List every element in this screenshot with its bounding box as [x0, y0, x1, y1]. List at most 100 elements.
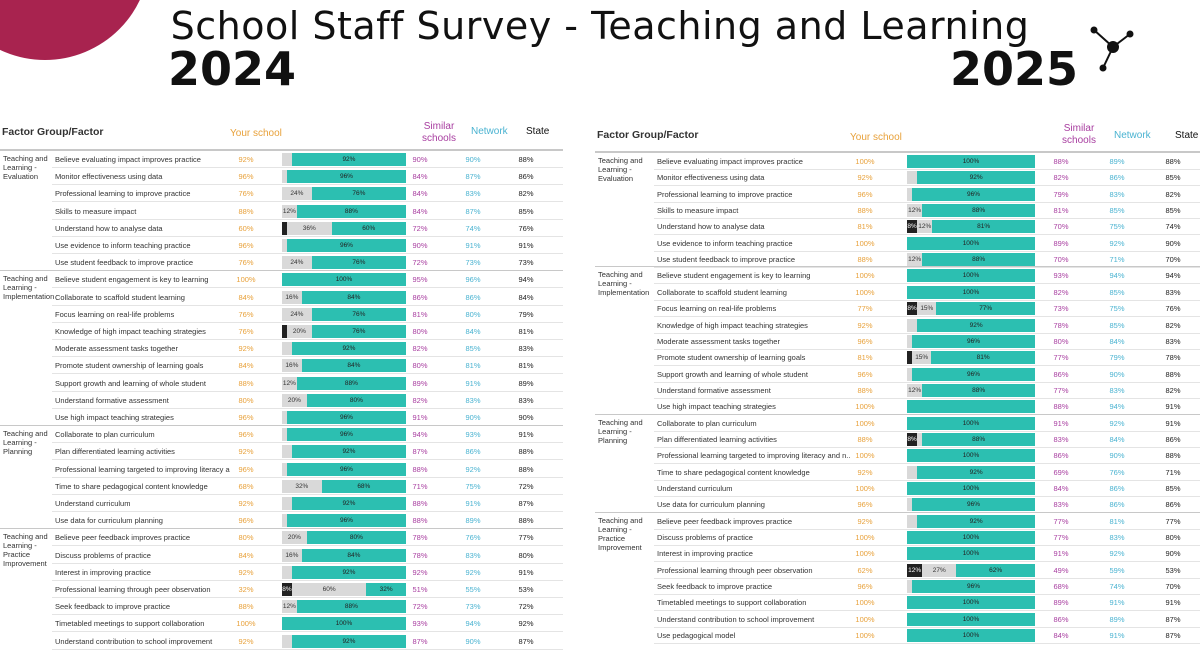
neutral-segment	[282, 170, 287, 184]
stacked-bar: 100%	[907, 269, 1035, 283]
similar-schools-value: 69%	[1053, 467, 1069, 477]
similar-schools-value: 95%	[412, 275, 428, 285]
row-divider	[654, 528, 1200, 530]
header-network: Network	[1114, 130, 1151, 141]
table-row: Collaborate to plan curriculum 100% 100% 91…	[595, 415, 1200, 432]
header-similar-line2: schools	[422, 133, 456, 144]
row-divider	[52, 321, 563, 323]
your-school-value: 80%	[238, 395, 254, 405]
neutral-segment: 24%	[282, 187, 312, 201]
similar-schools-value: 72%	[412, 258, 428, 268]
positive-segment: 76%	[311, 325, 406, 338]
similar-schools-value: 80%	[1053, 336, 1069, 346]
factor-label: Knowledge of high impact teaching strate…	[657, 320, 808, 330]
row-divider	[654, 479, 1200, 481]
similar-schools-value: 93%	[1053, 271, 1069, 281]
similar-schools-value: 73%	[1053, 304, 1069, 314]
table-row: Interest in improving practice 92% 92% 92% 9…	[0, 564, 563, 581]
table-row: Seek feedback to improve practice 88% 12% 8…	[0, 598, 563, 616]
network-value: 80%	[465, 309, 481, 319]
your-school-value: 92%	[238, 447, 254, 457]
factor-label: Understand contribution to school improv…	[657, 614, 815, 624]
network-value: 86%	[465, 447, 481, 457]
header-similar-schools: Similar schools	[1058, 123, 1100, 147]
similar-schools-value: 88%	[412, 499, 428, 508]
similar-schools-value: 72%	[412, 602, 428, 612]
state-value: 81%	[518, 327, 534, 336]
row-divider	[52, 562, 563, 564]
factor-label: Skills to measure impact	[657, 206, 739, 216]
positive-segment: 100%	[907, 449, 1035, 463]
neutral-segment	[907, 514, 918, 528]
negative-segment: 8%	[907, 432, 918, 446]
state-value: 88%	[518, 464, 534, 474]
factor-label: Promote student ownership of learning go…	[657, 353, 806, 363]
positive-segment: 92%	[917, 465, 1035, 479]
table-row: Understand contribution to school improv…	[595, 611, 1200, 628]
your-school-value: 100%	[855, 549, 875, 559]
neutral-segment: 12%	[907, 253, 923, 267]
stacked-bar: 100%	[907, 629, 1035, 643]
positive-segment: 96%	[286, 411, 406, 424]
table-row: Use data for curriculum planning 96% 96% 83…	[595, 496, 1200, 514]
your-school-value: 96%	[857, 500, 873, 510]
state-value: 78%	[1165, 353, 1181, 363]
your-school-value: 76%	[238, 189, 254, 199]
stacked-bar: 16% 84%	[282, 359, 406, 373]
row-divider	[52, 597, 563, 598]
state-value: 70%	[1165, 582, 1181, 592]
your-school-value: 92%	[238, 155, 254, 164]
negative-segment: 12%	[907, 563, 923, 577]
similar-schools-value: 77%	[1053, 516, 1069, 526]
neutral-segment: 12%	[907, 204, 923, 218]
factor-label: Collaborate to plan curriculum	[55, 430, 155, 440]
table-row: Professional learning through peer obser…	[595, 562, 1200, 579]
neutral-segment	[282, 497, 292, 510]
neutral-segment: 32%	[282, 479, 322, 493]
stacked-bar: 96%	[907, 187, 1035, 201]
positive-segment: 100%	[907, 269, 1035, 283]
state-value: 80%	[518, 550, 534, 560]
stacked-bar	[907, 400, 1035, 414]
table-row: Use evidence to inform teaching practice…	[0, 237, 563, 254]
positive-segment: 96%	[912, 580, 1035, 594]
similar-schools-value: 88%	[412, 464, 428, 474]
table-row: Collaborate to scaffold student learning…	[595, 284, 1200, 301]
factor-label: Focus learning on real-life problems	[657, 304, 777, 314]
table-row: Believe evaluating impact improves pract…	[595, 153, 1200, 170]
stacked-bar: 100%	[907, 155, 1035, 168]
positive-segment: 100%	[282, 617, 406, 631]
table-row: Moderate assessment tasks together 92% 92%…	[0, 340, 563, 358]
network-value: 75%	[465, 481, 481, 491]
network-value: 83%	[465, 395, 481, 405]
negative-segment: 8%	[907, 302, 918, 316]
state-value: 87%	[1165, 614, 1181, 624]
stacked-bar: 12% 88%	[282, 204, 406, 218]
row-divider	[52, 442, 563, 444]
stacked-bar: 96%	[907, 334, 1035, 348]
row-divider	[52, 184, 563, 186]
your-school-value: 88%	[857, 206, 873, 216]
network-value: 85%	[1109, 320, 1125, 330]
stacked-bar: 8% 12% 81%	[907, 220, 1035, 234]
group-separator	[595, 511, 1200, 513]
state-value: 91%	[1165, 598, 1181, 608]
table-row: Timetabled meetings to support collabora…	[595, 594, 1200, 612]
state-value: 88%	[1165, 369, 1181, 379]
network-value: 96%	[465, 275, 481, 285]
row-divider	[654, 185, 1200, 187]
row-divider	[654, 169, 1200, 170]
network-value: 71%	[1109, 255, 1125, 265]
state-value: 73%	[518, 258, 534, 268]
factor-label: Use pedagogical model	[657, 631, 736, 641]
similar-schools-value: 72%	[412, 223, 428, 233]
neutral-segment	[907, 318, 918, 332]
stacked-bar: 100%	[907, 482, 1035, 495]
neutral-segment	[907, 367, 913, 381]
network-value: 81%	[465, 361, 481, 371]
state-value: 74%	[1165, 222, 1181, 232]
row-divider	[52, 631, 563, 633]
positive-segment: 92%	[291, 153, 406, 166]
state-value: 91%	[1165, 402, 1181, 412]
table-row: Moderate assessment tasks together 96% 96%…	[595, 333, 1200, 350]
